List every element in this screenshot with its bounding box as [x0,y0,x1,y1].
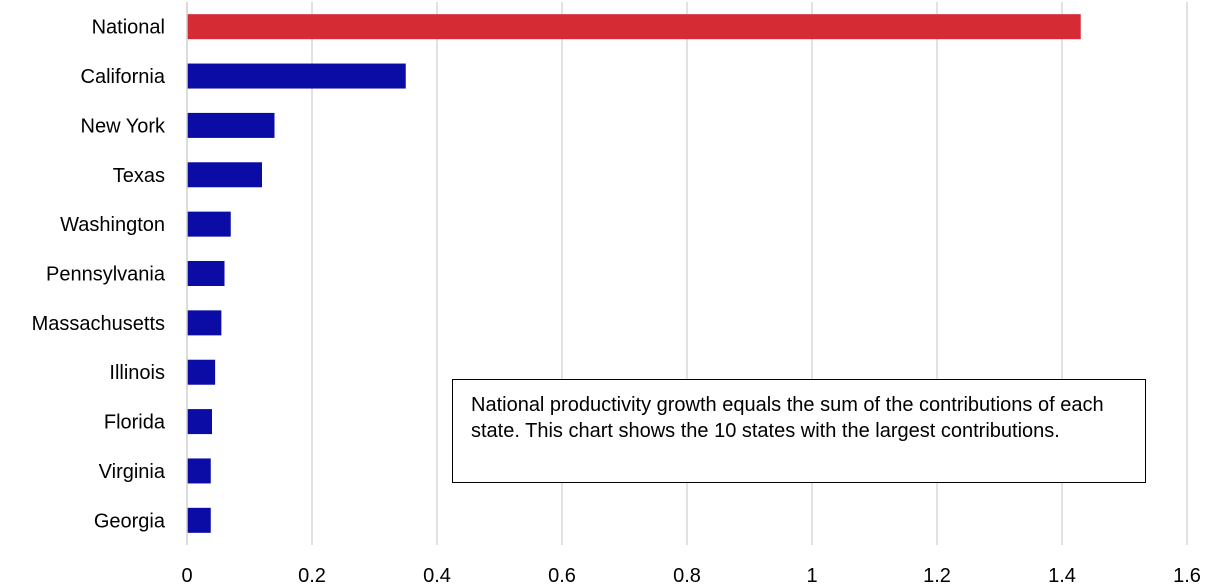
category-label: New York [81,115,166,137]
x-tick-labels: 0 0.2 0.4 0.6 0.8 1 1.2 1.4 1.6 [181,565,1200,587]
category-label: Virginia [99,461,166,483]
category-label: Washington [60,214,165,236]
bar-washington [187,211,231,237]
category-label: Georgia [94,510,166,532]
x-tick-label: 0.2 [298,565,326,587]
category-label: Pennsylvania [46,264,166,286]
bar-california [187,63,406,89]
bar-massachusetts [187,310,222,336]
x-tick-label: 1.2 [923,565,951,587]
bar-illinois [187,359,216,385]
annotation-text: National productivity growth equals the … [471,394,1104,442]
category-label: Florida [104,412,166,434]
bar-pennsylvania [187,261,225,286]
bar-georgia [187,507,211,533]
category-label: Massachusetts [32,313,165,335]
category-label: National [92,17,165,39]
category-label: Texas [113,165,165,187]
bars [187,14,1081,533]
x-tick-label: 0.8 [673,565,701,587]
category-label: Illinois [109,362,165,384]
annotation-box: National productivity growth equals the … [452,379,1146,483]
bar-texas [187,162,262,188]
bar-new-york [187,112,275,138]
x-tick-label: 0.6 [548,565,576,587]
bar-virginia [187,458,211,484]
x-tick-label: 0.4 [423,565,451,587]
bar-florida [187,409,212,435]
x-tick-label: 1.6 [1173,565,1201,587]
bar-national [187,14,1081,40]
category-label: California [81,66,166,88]
gridlines [311,2,1188,545]
x-tick-label: 1.4 [1048,565,1076,587]
category-labels: National California New York Texas Washingto… [32,17,166,533]
x-tick-label: 1 [806,565,817,587]
x-tick-label: 0 [181,565,192,587]
